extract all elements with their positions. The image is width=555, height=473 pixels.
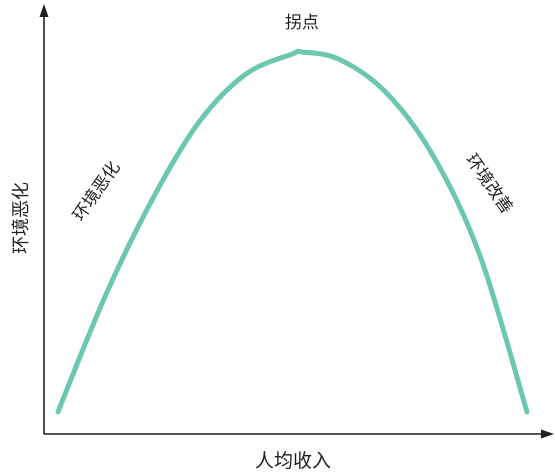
x-axis-label: 人均收入 [255,450,331,472]
annotation-turning-point: 拐点 [285,13,319,33]
y-axis-arrow-icon [39,4,49,17]
y-axis-label: 环境恶化 [11,182,32,254]
series-line-curve [55,48,530,415]
annotation-env-improvement: 环境改善 [461,151,516,218]
x-axis-arrow-icon [541,429,554,439]
annotation-env-degradation: 环境恶化 [69,158,124,225]
